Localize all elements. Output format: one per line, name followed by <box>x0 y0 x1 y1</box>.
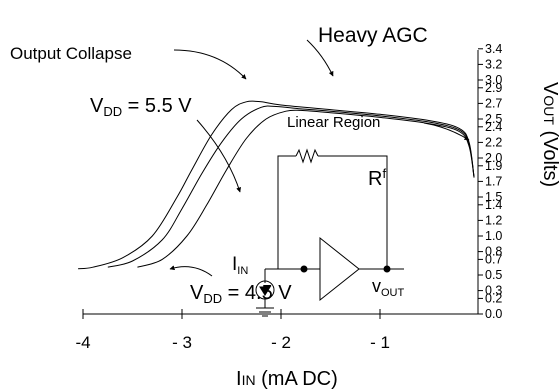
y-tick-label: 1.4 <box>485 198 502 212</box>
vdd-low-label: VDD = 4.5 V <box>190 282 292 306</box>
y-tick-label: 0.0 <box>485 307 502 321</box>
series-line-2 <box>107 105 475 268</box>
y-tick-label: 3.0 <box>485 73 502 87</box>
heavy-agc-label: Heavy AGC <box>318 24 428 47</box>
y-tick-label: 1.5 <box>485 190 502 204</box>
y-tick-label: 0.3 <box>485 284 502 298</box>
output-collapse-arrow <box>173 49 247 80</box>
linear-region-label: Linear Region <box>287 114 380 131</box>
y-tick-label: 0.2 <box>485 291 502 305</box>
feedback-wire-right <box>318 155 388 269</box>
y-tick-label: 0.5 <box>485 268 502 282</box>
x-ticks: -4 - 3 - 2 - 1 <box>75 309 390 352</box>
series-line-1 <box>78 100 475 270</box>
x-tick-label: -4 <box>75 333 90 352</box>
current-source-arrow <box>259 286 271 296</box>
vdd-high-arrow <box>196 119 241 193</box>
y-tick-label: 2.0 <box>485 151 502 165</box>
ground-symbol <box>256 307 274 317</box>
rf-resistor <box>295 148 319 164</box>
y-tick-label: 2.9 <box>485 81 502 95</box>
x-tick-label: - 1 <box>370 333 390 352</box>
y-tick-label: 0.7 <box>485 252 502 266</box>
curves <box>78 100 475 270</box>
y-tick-label: 3.2 <box>485 57 502 71</box>
y-ticks: 3.43.23.02.92.72.52.42.22.01.91.71.51.41… <box>478 42 502 321</box>
series-line-3 <box>137 109 475 268</box>
rf-label: Rf <box>368 166 386 190</box>
y-tick-label: 1.9 <box>485 159 502 173</box>
y-tick-label: 2.7 <box>485 96 502 110</box>
linear-region-arrow <box>423 122 470 141</box>
output-node <box>383 265 391 273</box>
input-node <box>300 265 308 273</box>
y-tick-label: 3.4 <box>485 42 502 56</box>
vout-label: vOUT <box>372 276 405 299</box>
y-tick-label: 2.5 <box>485 112 502 126</box>
vdd-high-label: VDD = 5.5 V <box>90 95 192 119</box>
y-tick-label: 0.8 <box>485 245 502 259</box>
op-amp <box>319 236 360 302</box>
y-axis-label: VOUT (Volts) <box>539 82 559 187</box>
y-tick-label: 2.4 <box>485 120 502 134</box>
iin-label: IIN <box>232 254 248 277</box>
amplifier-schematic <box>255 148 404 317</box>
y-tick-label: 1.0 <box>485 229 502 243</box>
y-tick-label: 1.2 <box>485 213 502 227</box>
vdd-low-arrow <box>169 265 213 277</box>
x-tick-label: - 2 <box>271 333 291 352</box>
y-tick-label: 1.7 <box>485 174 502 188</box>
x-axis-label: IIN (mA DC) <box>236 368 338 389</box>
y-tick-label: 2.2 <box>485 135 502 149</box>
heavy-agc-arrow <box>306 39 334 77</box>
feedback-wire <box>277 155 296 269</box>
output-collapse-label: Output Collapse <box>10 44 132 63</box>
x-tick-label: - 3 <box>172 333 192 352</box>
